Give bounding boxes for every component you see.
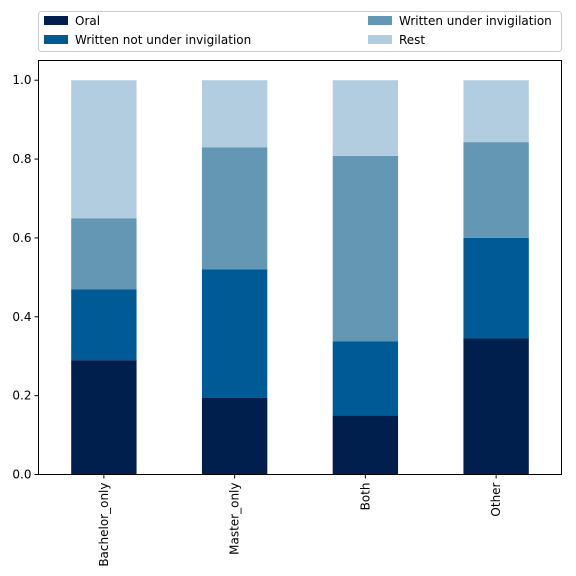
legend-swatch xyxy=(44,35,68,44)
bar-bachelor-only-series-0 xyxy=(71,360,137,475)
x-tick-label: Other xyxy=(489,482,503,516)
y-axis: 0.0 0.2 0.4 0.6 0.8 1.0 xyxy=(12,73,39,482)
bar-master-only-series-1 xyxy=(201,269,268,398)
bar-bachelor-only-series-1 xyxy=(71,289,137,361)
x-axis: Bachelor_only Master_only Both Other xyxy=(97,474,503,567)
bar-both-series-3 xyxy=(332,80,399,156)
bar-bachelor-only-series-2 xyxy=(71,218,137,290)
legend-label: Written under invigilation xyxy=(399,14,552,28)
bars-group xyxy=(71,80,529,475)
bar-other-series-0 xyxy=(463,338,529,475)
plot-frame xyxy=(38,60,562,475)
y-tick-label: 1.0 xyxy=(12,73,31,87)
legend: Oral Written not under invigilation Writte… xyxy=(38,11,562,52)
legend-swatch xyxy=(44,16,68,25)
legend-label: Oral xyxy=(75,14,100,28)
legend-label: Rest xyxy=(399,33,425,47)
bar-both-series-1 xyxy=(332,341,399,416)
legend-label: Written not under invigilation xyxy=(75,33,251,47)
y-tick-label: 0.4 xyxy=(12,310,31,324)
legend-swatch xyxy=(368,16,392,25)
bar-both-series-2 xyxy=(332,155,399,342)
y-tick-label: 0.8 xyxy=(12,152,31,166)
bar-other-series-1 xyxy=(463,237,529,339)
bar-master-only-series-2 xyxy=(201,147,268,270)
bar-master-only-series-0 xyxy=(201,397,268,475)
bar-both-series-0 xyxy=(332,415,399,475)
x-tick-label: Master_only xyxy=(228,483,242,555)
legend-swatch xyxy=(368,35,392,44)
y-tick-label: 0.2 xyxy=(12,389,31,403)
y-tick-label: 0.6 xyxy=(12,231,31,245)
bar-other-series-2 xyxy=(463,142,529,238)
x-tick-label: Bachelor_only xyxy=(97,483,111,567)
bar-other-series-3 xyxy=(463,80,529,143)
y-tick-label: 0.0 xyxy=(12,468,31,482)
x-tick-label: Both xyxy=(358,483,372,511)
bar-bachelor-only-series-3 xyxy=(71,80,137,219)
legend-frame xyxy=(38,11,562,52)
bar-master-only-series-3 xyxy=(201,80,268,148)
